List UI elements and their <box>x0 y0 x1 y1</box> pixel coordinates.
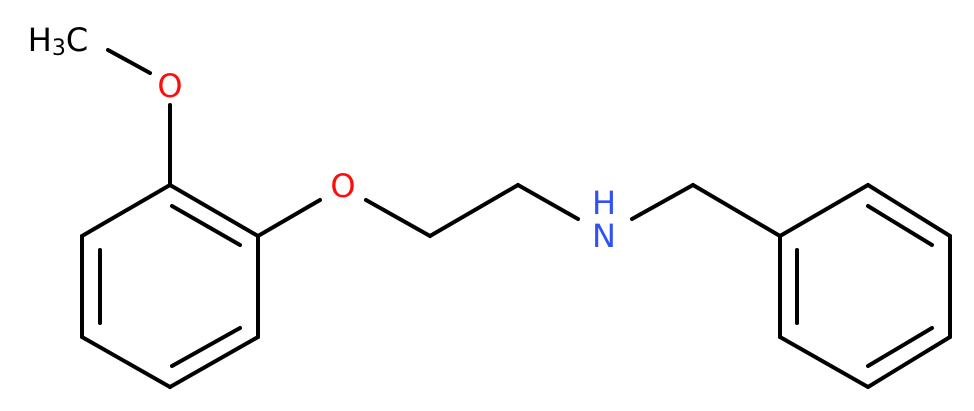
methyl-c: C <box>66 21 88 59</box>
methyl-subscript: 3 <box>52 36 66 61</box>
double-bond-inner <box>866 326 934 368</box>
bond <box>778 183 870 238</box>
methyl-label: H3C <box>28 21 88 61</box>
methoxy-oxygen: O <box>157 67 182 105</box>
amine-nitrogen: N <box>592 217 616 255</box>
bond <box>168 335 260 389</box>
bond <box>866 335 952 389</box>
amine-hydrogen: H <box>592 184 616 222</box>
bond <box>866 183 952 238</box>
bonds <box>80 48 952 389</box>
bond <box>778 335 870 389</box>
bond <box>106 48 152 75</box>
double-bond-inner <box>170 326 242 368</box>
bond <box>168 183 260 238</box>
double-bond-inner <box>866 204 934 247</box>
bond <box>80 335 172 389</box>
ether-oxygen: O <box>330 167 355 205</box>
bond <box>691 183 782 238</box>
atom-labels: H3C O O N H <box>28 21 616 255</box>
double-bond-inner <box>170 204 242 247</box>
bond <box>516 183 580 221</box>
bond <box>364 198 432 238</box>
bond <box>428 183 520 238</box>
bond <box>80 183 172 238</box>
bond <box>630 183 695 221</box>
bond <box>256 198 322 238</box>
methyl-h: H <box>28 21 52 59</box>
